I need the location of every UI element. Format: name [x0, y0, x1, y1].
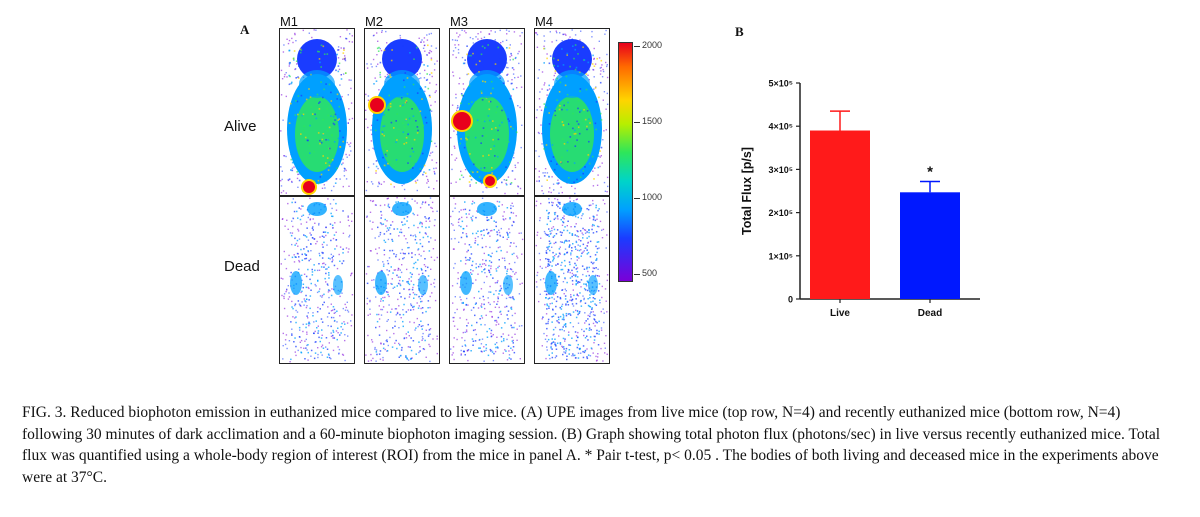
mouse-image-m2-alive — [364, 28, 440, 196]
figure-caption: FIG. 3. Reduced biophoton emission in eu… — [22, 404, 1161, 486]
y-tick-label: 1×10⁵ — [769, 251, 794, 261]
y-tick-label: 4×10⁵ — [769, 122, 794, 132]
column-label-m3: M3 — [449, 14, 469, 29]
total-flux-bar-chart: 0 1×10⁵ 2×10⁵ 3×10⁵ 4×10⁵ 5×10⁵ Total Flux [p/… — [740, 79, 980, 319]
mouse-image-m2-dead — [364, 196, 440, 364]
y-tick-label: 5×10⁵ — [769, 79, 794, 89]
column-label-m4: M4 — [534, 14, 554, 29]
x-tick-label-live: Live — [830, 308, 850, 319]
panel-b-letter: B — [735, 24, 744, 39]
panel-a-letter: A — [240, 22, 250, 37]
y-tick-label: 3×10⁵ — [769, 165, 794, 175]
mouse-image-m1-dead — [279, 196, 355, 364]
column-label-m2: M2 — [364, 14, 384, 29]
colorbar-tick-2000: 2000 — [633, 40, 663, 50]
column-label-m1: M1 — [279, 14, 299, 29]
colorbar-tick-500: 500 — [633, 268, 658, 278]
colorbar-tick-1500: 1500 — [633, 116, 663, 126]
y-tick-label: 2×10⁵ — [769, 208, 794, 218]
y-axis-label: Total Flux [p/s] — [740, 147, 754, 235]
y-tick-label: 0 — [788, 295, 793, 305]
mouse-image-m4-dead — [534, 196, 610, 364]
row-label-alive: Alive — [224, 118, 257, 135]
significance-marker: * — [927, 163, 933, 180]
x-tick-label-dead: Dead — [918, 308, 942, 319]
mouse-image-m1-alive — [279, 28, 355, 196]
mouse-image-m3-dead — [449, 196, 525, 364]
bar-live — [810, 130, 870, 299]
mouse-image-m4-alive — [534, 28, 610, 196]
bar-dead — [900, 192, 960, 299]
row-label-dead: Dead — [224, 258, 260, 275]
colorbar-tick-1000: 1000 — [633, 192, 663, 202]
colorbar — [618, 42, 633, 282]
mouse-image-m3-alive — [449, 28, 525, 196]
